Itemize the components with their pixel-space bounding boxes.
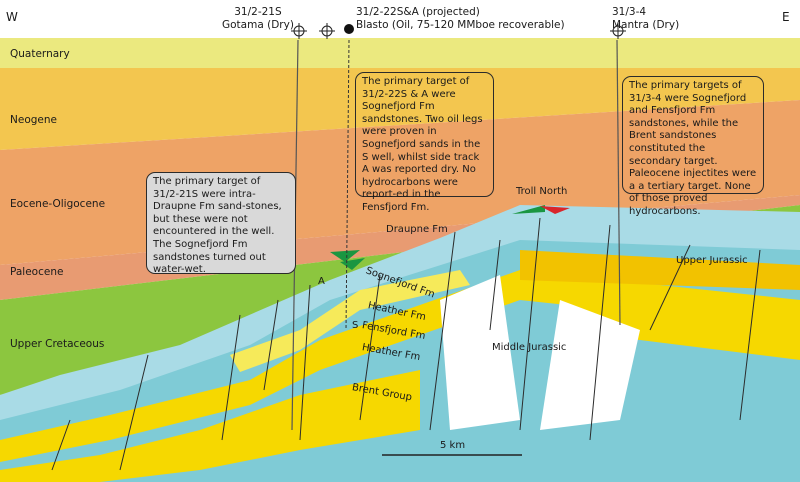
track-s-label: S bbox=[352, 320, 359, 331]
well-21s-header: 31/2-21S Gotama (Dry) bbox=[222, 6, 294, 32]
eastern-sand-band bbox=[520, 250, 800, 290]
dry-well-icon bbox=[610, 23, 626, 39]
intra-draupne-sands bbox=[230, 270, 470, 372]
brent-sand-band bbox=[0, 370, 420, 482]
oil-well-icon bbox=[344, 24, 354, 34]
paleocene-label: Paleocene bbox=[10, 266, 64, 278]
well-3-4-name: 31/3-4 bbox=[612, 6, 647, 18]
upper-jurassic-label: Upper Jurassic bbox=[676, 255, 748, 266]
track-a-label: A bbox=[318, 276, 325, 287]
well-22s-header: 31/2-22S&A (projected) Blasto (Oil, 75-1… bbox=[356, 6, 565, 32]
draupne-label: Draupne Fm bbox=[386, 224, 448, 235]
troll-north-oil bbox=[512, 205, 545, 214]
quaternary-label: Quaternary bbox=[10, 48, 70, 60]
dry-well-icon bbox=[319, 23, 335, 39]
eocene-oligocene-label: Eocene-Oligocene bbox=[10, 198, 106, 210]
well-22s-name: 31/2-22S&A (projected) bbox=[356, 6, 480, 18]
scale-bar-label: 5 km bbox=[440, 440, 466, 451]
well-21s-detail: Gotama (Dry) bbox=[222, 19, 294, 31]
west-label: W bbox=[6, 10, 18, 24]
well-path-22s bbox=[345, 39, 350, 331]
well-3-4-detail: Mantra (Dry) bbox=[612, 19, 680, 31]
troll-north-gas bbox=[540, 206, 570, 214]
callout-22s: The primary target of 31/2-22S & A were … bbox=[355, 72, 494, 213]
troll-north-label: Troll North bbox=[516, 186, 568, 197]
sognefjord-sand-band bbox=[0, 270, 800, 462]
neogene-label: Neogene bbox=[10, 114, 57, 126]
middle-jurassic-label: Middle Jurassic bbox=[492, 342, 567, 353]
middle-jurassic-block bbox=[440, 275, 520, 430]
well-path-3-4 bbox=[616, 39, 621, 326]
well-21s-name: 31/2-21S bbox=[234, 6, 282, 18]
dry-well-icon bbox=[291, 23, 307, 39]
neogene-layer bbox=[0, 68, 800, 150]
middle-jurassic-block-2 bbox=[540, 300, 640, 430]
callout-3-4: The primary targets of 31/3-4 were Sogne… bbox=[622, 76, 764, 217]
upper-cretaceous-label: Upper Cretaceous bbox=[10, 338, 105, 350]
callout-21s: The primary target of 31/2-21S were intr… bbox=[146, 172, 296, 275]
well-3-4-header: 31/3-4 Mantra (Dry) bbox=[612, 6, 679, 32]
well-22s-detail: Blasto (Oil, 75-120 MMboe recoverable) bbox=[356, 19, 565, 31]
quaternary-layer bbox=[0, 38, 800, 68]
blasto-oil-upper bbox=[330, 250, 360, 262]
fault-lines bbox=[51, 217, 761, 471]
east-label: E bbox=[782, 10, 790, 24]
